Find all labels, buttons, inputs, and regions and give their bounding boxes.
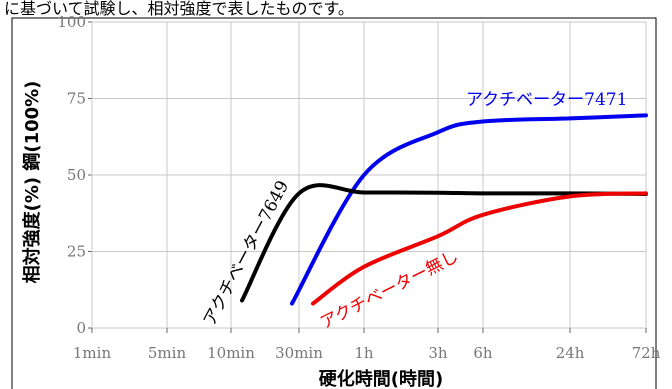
x-tick-label: 10min: [207, 344, 255, 362]
x-tick-label: 3h: [428, 344, 448, 362]
x-tick-label: 72h: [632, 344, 661, 362]
y-tick-label: 100: [57, 13, 86, 31]
x-tick-label: 1h: [354, 344, 374, 362]
x-tick-labels: 1min 5min 10min 30min 1h 3h 6h 24h 72h: [73, 344, 661, 362]
y-tick-labels: 0 25 50 75 100: [57, 13, 86, 337]
grid: [88, 21, 647, 333]
x-tick-label: 30min: [275, 344, 323, 362]
y-tick-label: 25: [67, 243, 86, 261]
caption-top: に基づいて試験し、相対強度で表したものです。: [4, 0, 354, 18]
x-tick-label: 24h: [556, 344, 585, 362]
series-lines: [240, 113, 648, 306]
x-tick-label: 5min: [148, 344, 187, 362]
y-tick-label: 50: [67, 166, 86, 184]
x-tick-label: 6h: [473, 344, 493, 362]
plot-frame: [11, 17, 657, 389]
y-tick-label: 75: [67, 90, 86, 108]
series-line-2: [240, 183, 648, 303]
x-tick-label: 1min: [73, 344, 112, 362]
x-axis-label: 硬化時間(時間): [319, 368, 443, 389]
series-label-2: アクチベーター7649: [200, 177, 293, 329]
series-labels: アクチベーター7471 アクチベーター7649 アクチベーター無し: [200, 90, 628, 333]
y-axis-label: 相対強度(%) 鋼(100%): [21, 81, 43, 284]
series-line-3: [311, 191, 648, 306]
y-tick-label: 0: [76, 319, 86, 337]
series-label-3: アクチベーター無し: [317, 247, 462, 334]
series-label-1: アクチベーター7471: [466, 90, 627, 110]
series-line-1: [290, 113, 648, 306]
